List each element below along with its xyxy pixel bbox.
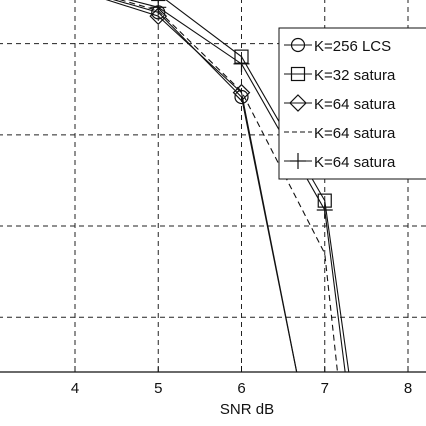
data-point <box>234 89 249 105</box>
axes-layer: 4 5 6 7 8 <box>0 366 426 397</box>
legend-label: K=32 satura <box>314 67 396 84</box>
series-line <box>105 0 298 372</box>
series-line <box>127 0 346 372</box>
legend-entry: K=256 LCS <box>284 37 391 55</box>
x-tick-label: 5 <box>154 380 162 397</box>
legend-marker <box>289 94 307 112</box>
series-line <box>165 0 350 372</box>
legend-label: K=64 satura <box>314 154 396 171</box>
x-axis-label: SNR dB <box>220 401 274 418</box>
x-tick-label: 4 <box>71 380 79 397</box>
x-tick-label: 6 <box>237 380 245 397</box>
series-4 <box>119 0 339 372</box>
legend-entry: K=64 satura <box>284 125 396 142</box>
legend-marker <box>290 153 306 169</box>
legend-entry: K=64 satura <box>284 153 396 171</box>
data-point <box>316 201 333 218</box>
legend-marker <box>290 66 306 82</box>
legend: K=256 LCS K=32 satura K=64 satura K=64 satu… <box>278 27 426 180</box>
data-point <box>150 0 167 16</box>
x-tick-label: 7 <box>321 380 329 397</box>
series-line <box>119 0 339 372</box>
legend-entry: K=64 satura <box>284 94 396 113</box>
series-line <box>112 0 298 372</box>
series-layer <box>105 0 350 416</box>
data-point <box>149 7 168 25</box>
legend-entry: K=32 satura <box>284 66 396 84</box>
legend-marker <box>290 37 306 53</box>
legend-label: K=64 satura <box>314 125 396 142</box>
legend-label: K=256 LCS <box>314 38 391 55</box>
data-point <box>297 402 310 415</box>
series-5 <box>127 0 346 372</box>
data-point <box>296 400 312 416</box>
legend-label: K=64 satura <box>314 96 396 113</box>
data-point <box>233 55 250 72</box>
x-tick-label: 8 <box>404 380 412 397</box>
series-3 <box>105 0 312 416</box>
data-point <box>232 83 251 102</box>
